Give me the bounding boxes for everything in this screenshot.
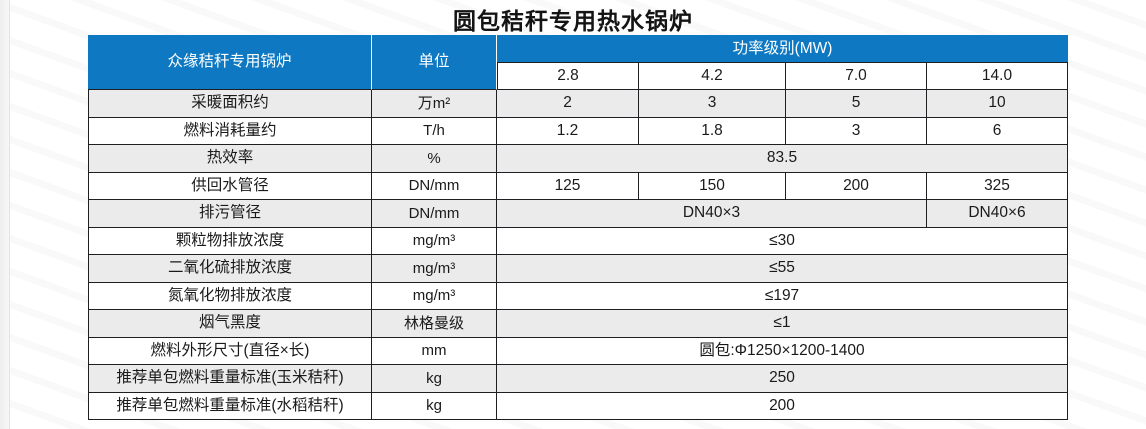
table-row: 氮氧化物排放浓度 mg/m³ ≤197 xyxy=(88,282,1068,310)
row-value: 6 xyxy=(927,117,1068,145)
row-value-merged: 200 xyxy=(497,392,1068,420)
row-value-merged: ≤1 xyxy=(497,310,1068,338)
row-value: 125 xyxy=(497,172,639,200)
row-value: 5 xyxy=(786,90,927,118)
row-label: 推荐单包燃料重量标准(玉米秸秆) xyxy=(88,365,372,393)
row-unit: kg xyxy=(372,365,497,393)
table-row: 推荐单包燃料重量标准(水稻秸秆) kg 200 xyxy=(88,392,1068,420)
row-label: 推荐单包燃料重量标准(水稻秸秆) xyxy=(88,392,372,420)
header-power-group: 功率级别(MW) 2.8 4.2 7.0 14.0 xyxy=(497,35,1068,90)
row-unit: mg/m³ xyxy=(372,227,497,255)
row-value: 1.8 xyxy=(639,117,786,145)
row-unit: 林格曼级 xyxy=(372,310,497,338)
table-header: 众缘秸秆专用锅炉 单位 功率级别(MW) 2.8 4.2 7.0 14.0 xyxy=(88,35,1068,90)
row-unit: T/h xyxy=(372,117,497,145)
row-value: DN40×6 xyxy=(927,200,1068,228)
table-row: 烟气黑度 林格曼级 ≤1 xyxy=(88,310,1068,338)
table-row: 排污管径 DN/mm DN40×3 DN40×6 xyxy=(88,200,1068,228)
table-row: 燃料消耗量约 T/h 1.2 1.8 3 6 xyxy=(88,117,1068,145)
header-unit-label: 单位 xyxy=(372,35,497,90)
row-unit: DN/mm xyxy=(372,172,497,200)
row-label: 采暖面积约 xyxy=(88,90,372,118)
page-title: 圆包秸秆专用热水锅炉 xyxy=(453,8,693,34)
row-label: 二氧化硫排放浓度 xyxy=(88,255,372,283)
row-label: 氮氧化物排放浓度 xyxy=(88,282,372,310)
row-value-merged: 圆包:Φ1250×1200-1400 xyxy=(497,337,1068,365)
row-value-merged: ≤55 xyxy=(497,255,1068,283)
row-label: 烟气黑度 xyxy=(88,310,372,338)
page-edge-strip xyxy=(0,0,10,429)
row-value: 325 xyxy=(927,172,1068,200)
row-label: 燃料消耗量约 xyxy=(88,117,372,145)
table-row: 颗粒物排放浓度 mg/m³ ≤30 xyxy=(88,227,1068,255)
row-value: 1.2 xyxy=(497,117,639,145)
row-value-span3: DN40×3 xyxy=(497,200,927,228)
power-level: 14.0 xyxy=(927,63,1068,90)
row-label: 供回水管径 xyxy=(88,172,372,200)
power-level: 7.0 xyxy=(786,63,927,90)
row-unit: DN/mm xyxy=(372,200,497,228)
row-unit: mg/m³ xyxy=(372,255,497,283)
row-value: 2 xyxy=(497,90,639,118)
power-level: 4.2 xyxy=(639,63,786,90)
power-level: 2.8 xyxy=(497,63,639,90)
table-row: 供回水管径 DN/mm 125 150 200 325 xyxy=(88,172,1068,200)
table-row: 热效率 % 83.5 xyxy=(88,145,1068,173)
row-unit: mm xyxy=(372,337,497,365)
row-label: 燃料外形尺寸(直径×长) xyxy=(88,337,372,365)
row-value-merged: 83.5 xyxy=(497,145,1068,173)
table-row: 推荐单包燃料重量标准(玉米秸秆) kg 250 xyxy=(88,365,1068,393)
table-row: 采暖面积约 万m² 2 3 5 10 xyxy=(88,90,1068,118)
row-unit: kg xyxy=(372,392,497,420)
row-value-merged: ≤197 xyxy=(497,282,1068,310)
row-unit: 万m² xyxy=(372,90,497,118)
row-unit: % xyxy=(372,145,497,173)
row-value: 3 xyxy=(786,117,927,145)
header-product-name: 众缘秸秆专用锅炉 xyxy=(88,35,372,90)
row-value: 3 xyxy=(639,90,786,118)
row-label: 颗粒物排放浓度 xyxy=(88,227,372,255)
row-label: 热效率 xyxy=(88,145,372,173)
table-row: 二氧化硫排放浓度 mg/m³ ≤55 xyxy=(88,255,1068,283)
header-power-label: 功率级别(MW) xyxy=(497,35,1068,63)
row-unit: mg/m³ xyxy=(372,282,497,310)
spec-table: 众缘秸秆专用锅炉 单位 功率级别(MW) 2.8 4.2 7.0 14.0 采暖… xyxy=(88,35,1068,420)
table-row: 燃料外形尺寸(直径×长) mm 圆包:Φ1250×1200-1400 xyxy=(88,337,1068,365)
row-value: 10 xyxy=(927,90,1068,118)
row-label: 排污管径 xyxy=(88,200,372,228)
row-value: 200 xyxy=(786,172,927,200)
row-value: 150 xyxy=(639,172,786,200)
header-power-levels: 2.8 4.2 7.0 14.0 xyxy=(497,63,1068,90)
row-value-merged: 250 xyxy=(497,365,1068,393)
row-value-merged: ≤30 xyxy=(497,227,1068,255)
